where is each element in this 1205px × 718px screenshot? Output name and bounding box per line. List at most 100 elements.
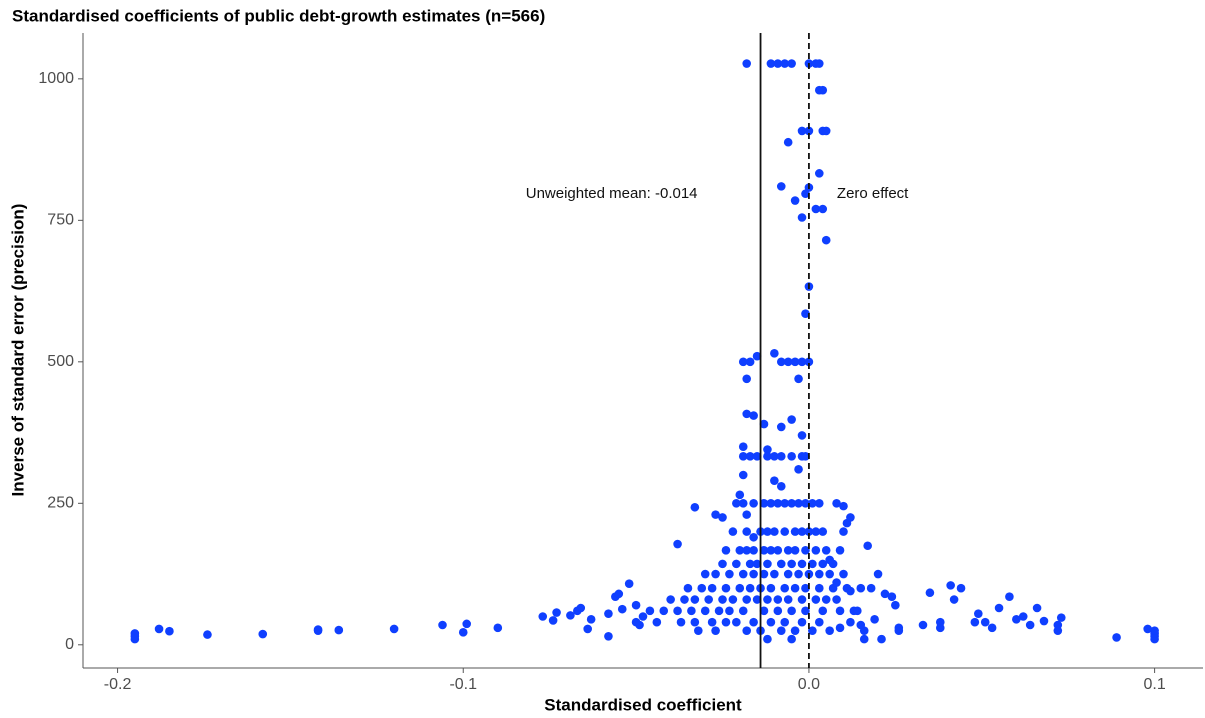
point (666, 595, 675, 604)
point (808, 499, 817, 508)
point (763, 634, 772, 644)
point (794, 569, 803, 579)
point (797, 527, 807, 536)
point (1053, 620, 1063, 630)
y-tick-label: 750 (47, 212, 74, 229)
point (438, 620, 447, 630)
point (614, 589, 624, 599)
point (832, 578, 841, 587)
point (313, 625, 323, 634)
point (835, 545, 845, 555)
x-tick-label: -0.1 (449, 676, 477, 693)
point (859, 634, 869, 644)
point (814, 169, 824, 178)
point (814, 59, 824, 68)
point (766, 59, 776, 68)
point (956, 583, 966, 593)
point (752, 595, 762, 604)
point (835, 606, 845, 616)
point (745, 452, 755, 461)
point (732, 617, 741, 627)
point (797, 617, 807, 627)
point (752, 559, 762, 569)
point (687, 606, 696, 616)
point (773, 595, 783, 604)
point (814, 569, 824, 579)
point (818, 204, 828, 214)
point (818, 606, 828, 616)
point (742, 59, 752, 68)
point (835, 623, 845, 633)
point (763, 559, 772, 569)
point (718, 559, 727, 569)
point (1032, 603, 1042, 613)
point (863, 541, 872, 551)
point (866, 583, 876, 593)
point (718, 595, 727, 604)
point (631, 600, 641, 610)
y-axis-title: Inverse of standard error (precision) (8, 204, 27, 497)
point (783, 357, 793, 367)
point (794, 499, 803, 508)
point (742, 626, 752, 635)
point (1018, 612, 1028, 621)
point (787, 59, 796, 68)
point (130, 629, 140, 638)
point (462, 619, 472, 629)
point (804, 527, 814, 536)
point (725, 606, 734, 616)
point (732, 499, 741, 508)
point (773, 606, 783, 616)
point (821, 595, 831, 604)
point (787, 559, 796, 569)
point (787, 499, 796, 508)
point (721, 617, 731, 627)
point (752, 452, 762, 461)
point (766, 545, 776, 555)
point (797, 431, 807, 440)
point (870, 615, 879, 624)
point (738, 499, 748, 508)
point (604, 609, 613, 618)
point (814, 583, 824, 593)
point (776, 482, 786, 491)
point (538, 612, 548, 621)
point (735, 583, 745, 593)
reference-label: Zero effect (837, 185, 909, 202)
point (759, 569, 769, 579)
point (818, 85, 828, 95)
point (825, 555, 834, 565)
point (700, 569, 710, 579)
point (787, 415, 796, 424)
point (821, 545, 831, 555)
point (814, 499, 824, 508)
point (783, 137, 793, 147)
point (776, 357, 786, 367)
point (887, 592, 897, 601)
point (780, 527, 790, 536)
point (728, 527, 738, 536)
point (759, 606, 769, 616)
point (690, 502, 700, 512)
point (738, 470, 748, 480)
point (745, 583, 755, 593)
point (770, 349, 779, 358)
point (811, 204, 821, 214)
point (742, 374, 752, 384)
point (801, 545, 810, 555)
point (735, 545, 745, 555)
point (811, 545, 821, 555)
point (458, 628, 468, 637)
point (711, 569, 720, 579)
point (801, 606, 810, 616)
point (821, 235, 831, 245)
point (766, 583, 776, 593)
point (873, 569, 883, 579)
point (811, 595, 821, 604)
point (783, 545, 793, 555)
point (690, 617, 700, 627)
point (576, 603, 586, 613)
point (1025, 620, 1035, 630)
point (763, 595, 772, 604)
